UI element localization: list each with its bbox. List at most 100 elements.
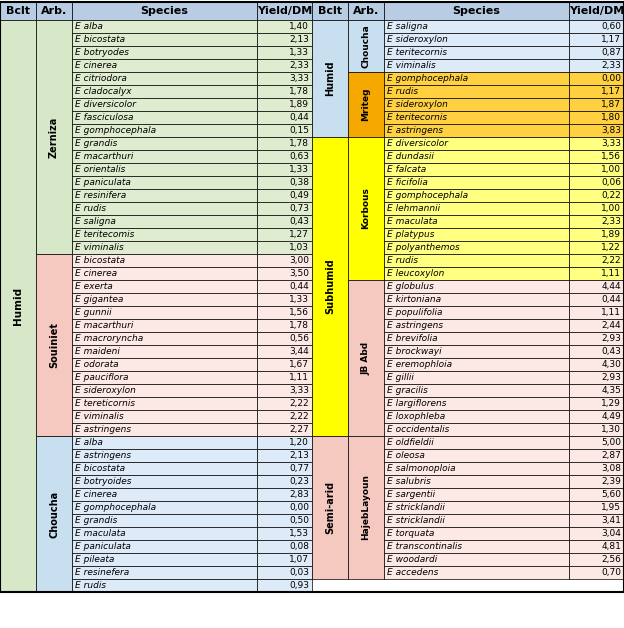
Text: E viminalis: E viminalis bbox=[75, 243, 124, 252]
Text: 1,11: 1,11 bbox=[601, 308, 621, 317]
Bar bbox=[384, 319, 569, 332]
Bar bbox=[384, 449, 569, 462]
Bar bbox=[72, 540, 257, 553]
Text: Korbous: Korbous bbox=[361, 188, 371, 229]
Bar bbox=[72, 423, 257, 436]
Text: Mriteg: Mriteg bbox=[361, 88, 371, 121]
Text: 0,03: 0,03 bbox=[289, 568, 309, 577]
Text: 1,07: 1,07 bbox=[289, 555, 309, 564]
Bar bbox=[72, 150, 257, 163]
Bar bbox=[257, 228, 312, 241]
Bar bbox=[569, 137, 624, 150]
Text: 0,70: 0,70 bbox=[601, 568, 621, 577]
Bar bbox=[384, 436, 569, 449]
Text: E botryoides: E botryoides bbox=[75, 477, 132, 486]
Text: 2,44: 2,44 bbox=[602, 321, 621, 330]
Text: E rudis: E rudis bbox=[75, 204, 106, 213]
Text: 3,33: 3,33 bbox=[289, 74, 309, 83]
Bar bbox=[569, 462, 624, 475]
Bar bbox=[569, 111, 624, 124]
Text: Species: Species bbox=[452, 6, 500, 16]
Bar bbox=[72, 462, 257, 475]
Bar bbox=[72, 293, 257, 306]
Bar bbox=[384, 345, 569, 358]
Bar bbox=[257, 527, 312, 540]
Text: E bicostata: E bicostata bbox=[75, 35, 125, 44]
Bar bbox=[384, 215, 569, 228]
Text: Semi-arid: Semi-arid bbox=[325, 481, 335, 534]
Text: 1,67: 1,67 bbox=[289, 360, 309, 369]
Text: 1,78: 1,78 bbox=[289, 139, 309, 148]
Bar bbox=[0, 2, 36, 20]
Text: 0,43: 0,43 bbox=[289, 217, 309, 226]
Text: E gigantea: E gigantea bbox=[75, 295, 124, 304]
Text: E oleosa: E oleosa bbox=[387, 451, 425, 460]
Bar bbox=[257, 137, 312, 150]
Bar bbox=[72, 280, 257, 293]
Bar bbox=[384, 371, 569, 384]
Text: 0,56: 0,56 bbox=[289, 334, 309, 343]
Text: E saligna: E saligna bbox=[75, 217, 116, 226]
Text: E oldfieldii: E oldfieldii bbox=[387, 438, 434, 447]
Bar bbox=[384, 2, 569, 20]
Bar bbox=[569, 59, 624, 72]
Text: 1,78: 1,78 bbox=[289, 321, 309, 330]
Text: E gomphocephala: E gomphocephala bbox=[387, 191, 468, 200]
Text: E astringens: E astringens bbox=[387, 126, 443, 135]
Text: 0,44: 0,44 bbox=[602, 295, 621, 304]
Bar bbox=[384, 85, 569, 98]
Text: 1,29: 1,29 bbox=[601, 399, 621, 408]
Text: 1,00: 1,00 bbox=[601, 204, 621, 213]
Bar bbox=[569, 423, 624, 436]
Text: Zerniza: Zerniza bbox=[49, 116, 59, 158]
Bar bbox=[569, 124, 624, 137]
Bar bbox=[257, 150, 312, 163]
Bar bbox=[72, 228, 257, 241]
Bar bbox=[569, 553, 624, 566]
Bar bbox=[384, 540, 569, 553]
Text: E brevifolia: E brevifolia bbox=[387, 334, 437, 343]
Text: 4,35: 4,35 bbox=[601, 386, 621, 395]
Text: E sargentii: E sargentii bbox=[387, 490, 435, 499]
Bar bbox=[72, 384, 257, 397]
Bar bbox=[72, 20, 257, 33]
Bar bbox=[384, 163, 569, 176]
Bar bbox=[257, 449, 312, 462]
Text: 2,87: 2,87 bbox=[601, 451, 621, 460]
Bar bbox=[72, 306, 257, 319]
Text: E pileata: E pileata bbox=[75, 555, 114, 564]
Text: 1,80: 1,80 bbox=[601, 113, 621, 122]
Bar bbox=[384, 72, 569, 85]
Text: 0,73: 0,73 bbox=[289, 204, 309, 213]
Bar bbox=[257, 176, 312, 189]
Text: E polyanthemos: E polyanthemos bbox=[387, 243, 460, 252]
Bar bbox=[384, 462, 569, 475]
Bar bbox=[257, 241, 312, 254]
Text: E tereticornis: E tereticornis bbox=[75, 399, 135, 408]
Text: E teritecornis: E teritecornis bbox=[387, 113, 447, 122]
Text: E cladocalyx: E cladocalyx bbox=[75, 87, 132, 96]
Text: E stricklandii: E stricklandii bbox=[387, 516, 445, 525]
Bar bbox=[569, 345, 624, 358]
Bar bbox=[569, 488, 624, 501]
Text: 2,13: 2,13 bbox=[289, 35, 309, 44]
Text: Choucha: Choucha bbox=[49, 490, 59, 538]
Bar bbox=[72, 111, 257, 124]
Text: 3,41: 3,41 bbox=[601, 516, 621, 525]
Bar bbox=[348, 137, 384, 280]
Text: 1,56: 1,56 bbox=[601, 152, 621, 161]
Text: E rudis: E rudis bbox=[75, 581, 106, 590]
Bar bbox=[257, 306, 312, 319]
Bar bbox=[384, 228, 569, 241]
Bar bbox=[257, 2, 312, 20]
Text: 3,44: 3,44 bbox=[290, 347, 309, 356]
Bar bbox=[384, 488, 569, 501]
Text: E macroryncha: E macroryncha bbox=[75, 334, 144, 343]
Bar bbox=[257, 332, 312, 345]
Text: 1,20: 1,20 bbox=[289, 438, 309, 447]
Text: E odorata: E odorata bbox=[75, 360, 119, 369]
Text: 0,23: 0,23 bbox=[289, 477, 309, 486]
Bar bbox=[257, 202, 312, 215]
Bar bbox=[384, 137, 569, 150]
Bar bbox=[384, 423, 569, 436]
